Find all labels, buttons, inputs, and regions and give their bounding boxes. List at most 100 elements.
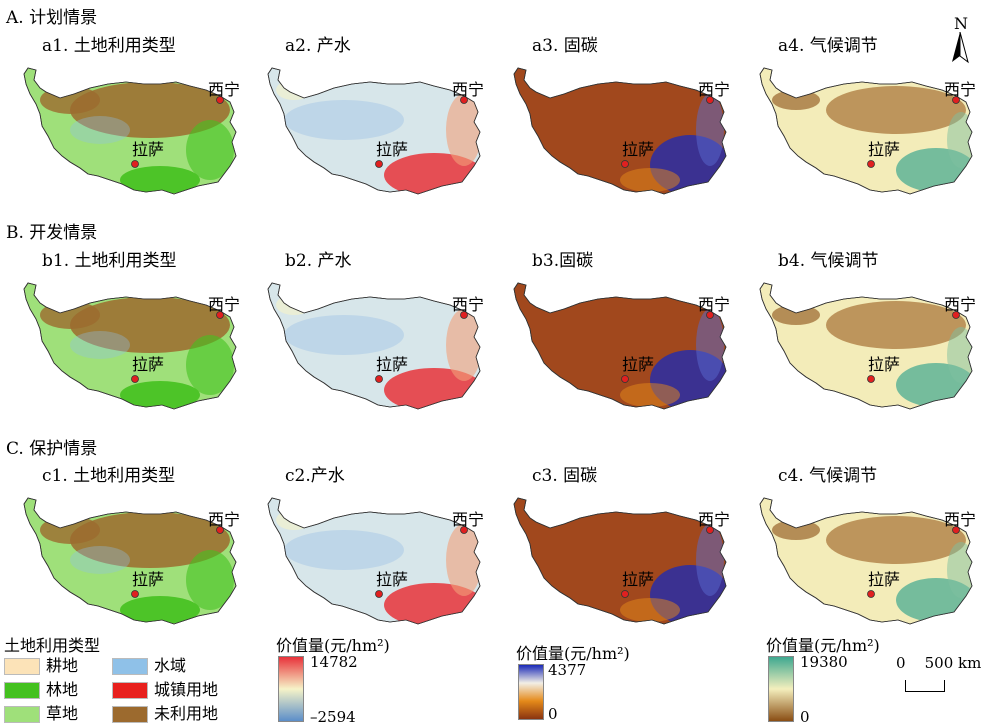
legend-swatch xyxy=(4,658,40,675)
city-marker-lhasa xyxy=(131,375,139,383)
legend-label: 草地 xyxy=(46,704,79,723)
city-label-xining: 西宁 xyxy=(452,295,485,314)
city-label-lhasa: 拉萨 xyxy=(868,570,901,589)
map-region-shade xyxy=(620,598,680,622)
panel-title-b1: b1. 土地利用类型 xyxy=(42,251,177,271)
map-panel-c1: 西宁 拉萨 xyxy=(10,470,245,640)
map-region-shade xyxy=(826,516,966,564)
map-region-shade xyxy=(120,596,200,624)
map-region-shade xyxy=(70,297,230,353)
city-marker-xining xyxy=(216,96,224,104)
legend-item-forest: 林地 xyxy=(4,680,78,700)
city-marker-xining xyxy=(952,96,960,104)
city-marker-lhasa xyxy=(867,590,875,598)
colorbar-min-water: –2594 xyxy=(310,708,356,726)
legend-swatch xyxy=(4,706,40,723)
map-region-shade xyxy=(947,542,972,598)
legend-swatch xyxy=(4,682,40,699)
panel-title-b2: b2. 产水 xyxy=(285,251,352,271)
colorbar-title-water: 价值量(元/hm²) xyxy=(276,636,390,655)
city-marker-lhasa xyxy=(375,160,383,168)
scalebar-line xyxy=(905,680,945,692)
map-region-shade xyxy=(826,86,966,134)
map-region-shade xyxy=(70,546,130,574)
map-panel-b4: 西宁 拉萨 xyxy=(746,255,981,425)
map-region-shade xyxy=(284,315,404,355)
city-label-xining: 西宁 xyxy=(944,510,977,529)
map-panel-c2: 西宁 拉萨 xyxy=(254,470,489,640)
map-region-shade xyxy=(947,112,972,168)
legend-label: 城镇用地 xyxy=(154,680,219,699)
panel-title-a1: a1. 土地利用类型 xyxy=(42,36,176,56)
map-region-shade xyxy=(70,331,130,359)
legend-swatch xyxy=(112,706,148,723)
legend-item-grassland: 草地 xyxy=(4,704,78,724)
legend-item-water: 水域 xyxy=(112,656,186,676)
city-marker-xining xyxy=(952,526,960,534)
legend-item-urban: 城镇用地 xyxy=(112,680,218,700)
panel-title-a4: a4. 气候调节 xyxy=(778,36,878,56)
city-label-lhasa: 拉萨 xyxy=(376,570,409,589)
city-marker-lhasa xyxy=(621,590,629,598)
colorbar-min-climate: 0 xyxy=(800,708,810,726)
panel-title-c4: c4. 气候调节 xyxy=(778,466,878,486)
map-region-shade xyxy=(620,383,680,407)
map-region-shade xyxy=(284,100,404,140)
legend-swatch xyxy=(112,658,148,675)
city-marker-xining xyxy=(460,526,468,534)
map-region-shade xyxy=(446,94,480,166)
map-region-shade xyxy=(772,90,820,110)
colorbar-water xyxy=(278,656,304,722)
map-region-shade xyxy=(186,550,234,610)
city-marker-xining xyxy=(216,311,224,319)
city-marker-lhasa xyxy=(867,375,875,383)
legend-label: 水域 xyxy=(154,656,187,675)
panel-title-a2: a2. 产水 xyxy=(285,36,351,56)
colorbar-climate xyxy=(768,656,794,722)
panel-title-b4: b4. 气候调节 xyxy=(778,251,879,271)
scenario-title-c: C. 保护情景 xyxy=(6,439,98,459)
map-region-shade xyxy=(70,82,230,138)
city-marker-lhasa xyxy=(375,375,383,383)
map-panel-a1: 西宁 拉萨 xyxy=(10,40,245,210)
legend-label: 林地 xyxy=(46,680,79,699)
colorbar-max-climate: 19380 xyxy=(800,653,848,671)
city-marker-lhasa xyxy=(131,590,139,598)
panel-title-c3: c3. 固碳 xyxy=(532,466,598,486)
scenario-title-a: A. 计划情景 xyxy=(6,8,98,28)
city-marker-lhasa xyxy=(375,590,383,598)
map-panel-b3: 西宁拉萨 xyxy=(500,255,735,425)
city-label-xining: 西宁 xyxy=(944,80,977,99)
colorbar-carbon xyxy=(518,664,544,720)
map-region-shade xyxy=(620,168,680,192)
panel-title-c1: c1. 土地利用类型 xyxy=(42,466,176,486)
legend-item-unused: 未利用地 xyxy=(112,704,218,724)
colorbar-max-carbon: 4377 xyxy=(548,661,587,679)
panel-title-c2: c2.产水 xyxy=(285,466,345,486)
city-marker-xining xyxy=(706,96,714,104)
city-label-xining: 西宁 xyxy=(452,80,485,99)
city-marker-xining xyxy=(216,526,224,534)
map-region-shade xyxy=(120,166,200,194)
city-label-xining: 西宁 xyxy=(698,510,731,529)
map-region-shade xyxy=(696,309,724,381)
map-region-shade xyxy=(70,116,130,144)
city-marker-xining xyxy=(460,96,468,104)
city-marker-lhasa xyxy=(621,375,629,383)
city-marker-xining xyxy=(706,311,714,319)
colorbar-title-climate: 价值量(元/hm²) xyxy=(766,636,880,655)
map-panel-c4: 西宁拉萨 xyxy=(746,470,981,640)
city-marker-lhasa xyxy=(621,160,629,168)
north-arrow-icon: N xyxy=(946,14,976,74)
city-label-lhasa: 拉萨 xyxy=(868,140,901,159)
city-marker-xining xyxy=(952,311,960,319)
city-label-xining: 西宁 xyxy=(208,80,241,99)
map-region-shade xyxy=(40,301,100,329)
city-label-lhasa: 拉萨 xyxy=(622,355,655,374)
city-label-lhasa: 拉萨 xyxy=(376,140,409,159)
map-region-shade xyxy=(120,381,200,409)
map-panel-c3: 西宁 拉萨 xyxy=(500,470,735,640)
map-region-shade xyxy=(40,86,100,114)
map-region-shade xyxy=(40,516,100,544)
city-label-xining: 西宁 xyxy=(698,295,731,314)
